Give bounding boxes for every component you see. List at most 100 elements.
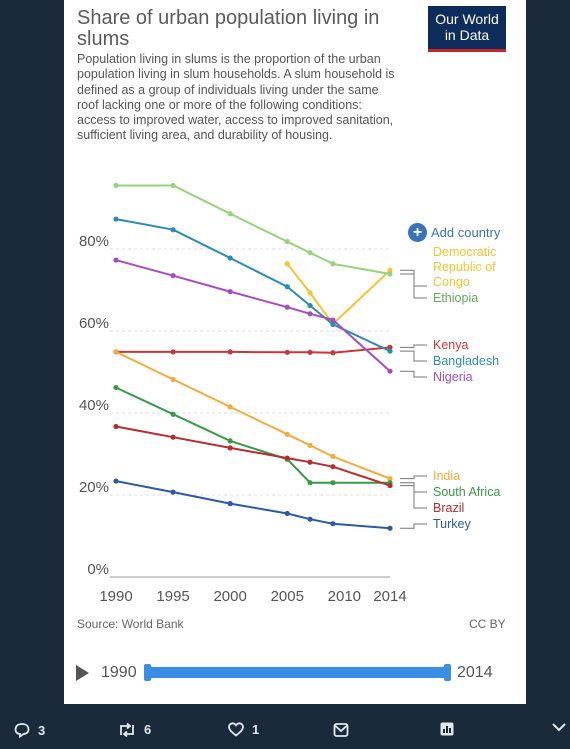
data-point bbox=[227, 255, 233, 261]
data-point bbox=[330, 317, 336, 323]
analytics-button[interactable] bbox=[440, 722, 462, 736]
timeline-end-handle[interactable] bbox=[444, 664, 451, 681]
data-point bbox=[387, 344, 393, 350]
timeline-track[interactable] bbox=[146, 667, 448, 678]
owid-logo[interactable]: Our World in Data bbox=[428, 6, 506, 52]
logo-line2: in Data bbox=[444, 27, 490, 43]
data-point bbox=[307, 311, 313, 317]
data-point bbox=[284, 284, 290, 290]
retweet-button[interactable]: 6 bbox=[118, 722, 151, 737]
data-point bbox=[307, 480, 313, 486]
retweet-icon bbox=[120, 722, 134, 737]
series-label: India bbox=[433, 469, 460, 483]
x-tick-label: 2010 bbox=[328, 588, 361, 605]
series-line bbox=[116, 346, 391, 354]
series-label: Ethiopia bbox=[433, 291, 478, 305]
reply-icon bbox=[14, 723, 30, 738]
like-button[interactable]: 1 bbox=[228, 722, 259, 737]
series-line bbox=[115, 259, 391, 372]
like-count: 1 bbox=[252, 722, 260, 737]
data-point bbox=[307, 250, 313, 256]
series-label: Turkey bbox=[433, 517, 471, 531]
data-point bbox=[387, 482, 393, 489]
data-point bbox=[387, 476, 393, 482]
logo-line1: Our World bbox=[435, 11, 499, 27]
data-point bbox=[387, 271, 393, 277]
data-point bbox=[284, 304, 290, 310]
data-point bbox=[307, 290, 313, 296]
heart-icon bbox=[228, 722, 244, 737]
data-point bbox=[307, 442, 313, 448]
play-icon[interactable] bbox=[76, 665, 89, 681]
reply-button[interactable]: 3 bbox=[14, 722, 45, 738]
timeline-start-handle[interactable] bbox=[144, 664, 151, 681]
label-connector bbox=[400, 475, 427, 480]
series-line bbox=[115, 425, 391, 487]
data-point bbox=[113, 349, 119, 355]
data-point bbox=[387, 525, 393, 531]
data-point bbox=[170, 434, 176, 440]
data-point bbox=[284, 349, 290, 355]
data-point bbox=[227, 404, 233, 410]
series-label: Democratic bbox=[433, 245, 496, 259]
data-point bbox=[387, 368, 393, 374]
x-tick-label: 2005 bbox=[271, 588, 304, 605]
series-label: Republic of bbox=[433, 260, 496, 274]
series-line bbox=[115, 350, 391, 480]
add-country-button[interactable]: + Add country bbox=[408, 221, 500, 243]
data-point bbox=[170, 273, 176, 279]
data-point bbox=[330, 261, 336, 267]
data-point bbox=[170, 182, 176, 189]
data-point bbox=[284, 431, 290, 437]
data-point bbox=[170, 227, 176, 233]
data-point bbox=[330, 321, 336, 328]
data-point bbox=[387, 348, 393, 354]
data-point bbox=[284, 261, 290, 267]
data-point bbox=[113, 216, 119, 222]
chevron-down-icon bbox=[552, 723, 566, 732]
series-label: Kenya bbox=[433, 338, 468, 352]
series-line bbox=[115, 480, 391, 530]
series-line bbox=[115, 218, 391, 353]
data-point bbox=[330, 453, 336, 460]
x-tick-label: 1990 bbox=[99, 588, 132, 605]
data-point bbox=[227, 289, 233, 295]
label-connector bbox=[400, 344, 427, 348]
plus-icon: + bbox=[408, 222, 427, 242]
label-connector bbox=[400, 523, 427, 529]
series-label: Nigeria bbox=[433, 370, 473, 384]
data-point bbox=[387, 267, 393, 273]
data-point bbox=[170, 489, 176, 495]
data-point bbox=[307, 302, 313, 309]
more-button[interactable] bbox=[552, 722, 570, 732]
data-point bbox=[227, 211, 233, 217]
data-point bbox=[170, 411, 176, 417]
data-point bbox=[113, 423, 119, 430]
license-link[interactable]: CC BY bbox=[469, 617, 506, 631]
data-point bbox=[307, 516, 313, 522]
data-point bbox=[113, 182, 119, 189]
message-button[interactable] bbox=[333, 722, 357, 738]
source-note: Source: World Bank bbox=[77, 617, 184, 631]
envelope-icon bbox=[333, 723, 349, 737]
y-tick-label: 20% bbox=[79, 479, 109, 496]
series-label: Bangladesh bbox=[433, 354, 499, 368]
y-tick-label: 40% bbox=[79, 397, 109, 414]
x-tick-label: 1995 bbox=[156, 588, 189, 605]
series-label: Congo bbox=[433, 275, 470, 289]
data-point bbox=[170, 349, 176, 355]
timeline-start-label: 1990 bbox=[101, 664, 137, 681]
label-connector bbox=[400, 370, 427, 378]
data-point bbox=[227, 349, 233, 355]
data-point bbox=[227, 438, 233, 444]
data-point bbox=[307, 349, 313, 355]
data-point bbox=[170, 376, 176, 382]
tweet-action-bar: 3 6 1 bbox=[0, 704, 570, 749]
data-point bbox=[284, 455, 290, 461]
series-label: Brazil bbox=[433, 501, 464, 515]
x-tick-label: 2014 bbox=[373, 588, 406, 605]
label-connector bbox=[400, 273, 427, 299]
add-country-label: Add country bbox=[431, 224, 501, 240]
data-point bbox=[330, 521, 336, 527]
data-point bbox=[307, 459, 313, 465]
